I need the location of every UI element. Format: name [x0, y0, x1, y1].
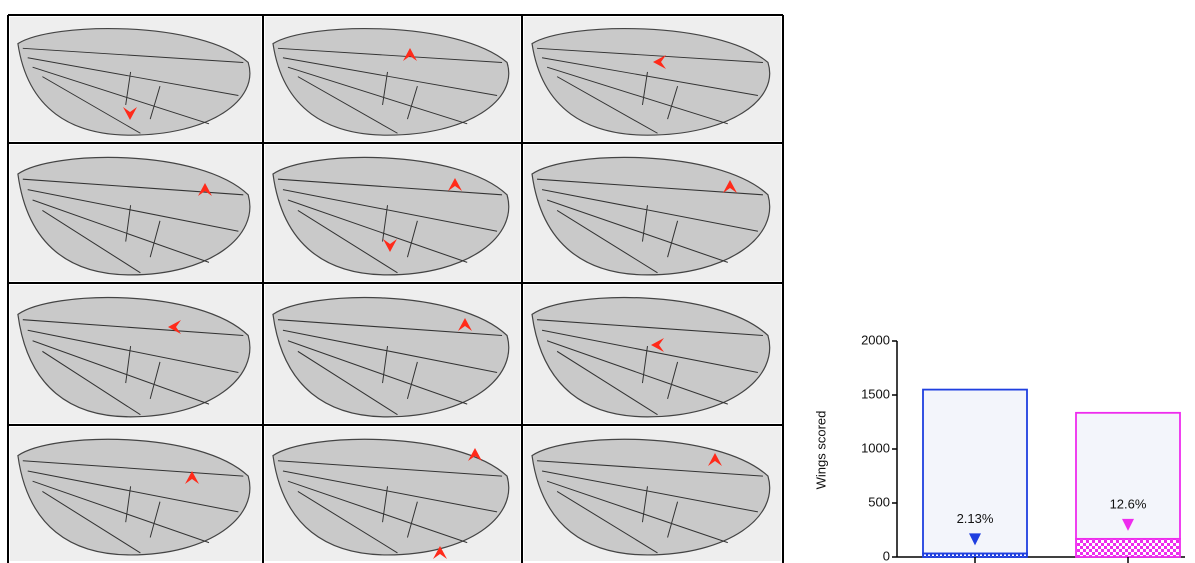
- wing-image-grid: [8, 15, 783, 563]
- y-tick-label: 1500: [861, 386, 890, 401]
- bar-segment: [923, 390, 1027, 554]
- y-axis-label: Wings scored: [813, 411, 828, 490]
- percent-label: 2.13%: [957, 511, 994, 526]
- y-tick-label: 2000: [861, 332, 890, 347]
- y-tick-label: 1000: [861, 440, 890, 455]
- y-tick-label: 0: [883, 548, 890, 563]
- y-tick-label: 500: [868, 494, 890, 509]
- percent-label: 12.6%: [1110, 496, 1147, 511]
- bar-segment: [1076, 539, 1180, 557]
- figure: Wings scored 0 500 1000 1500 2000 2.13% 12.6%: [0, 0, 1195, 563]
